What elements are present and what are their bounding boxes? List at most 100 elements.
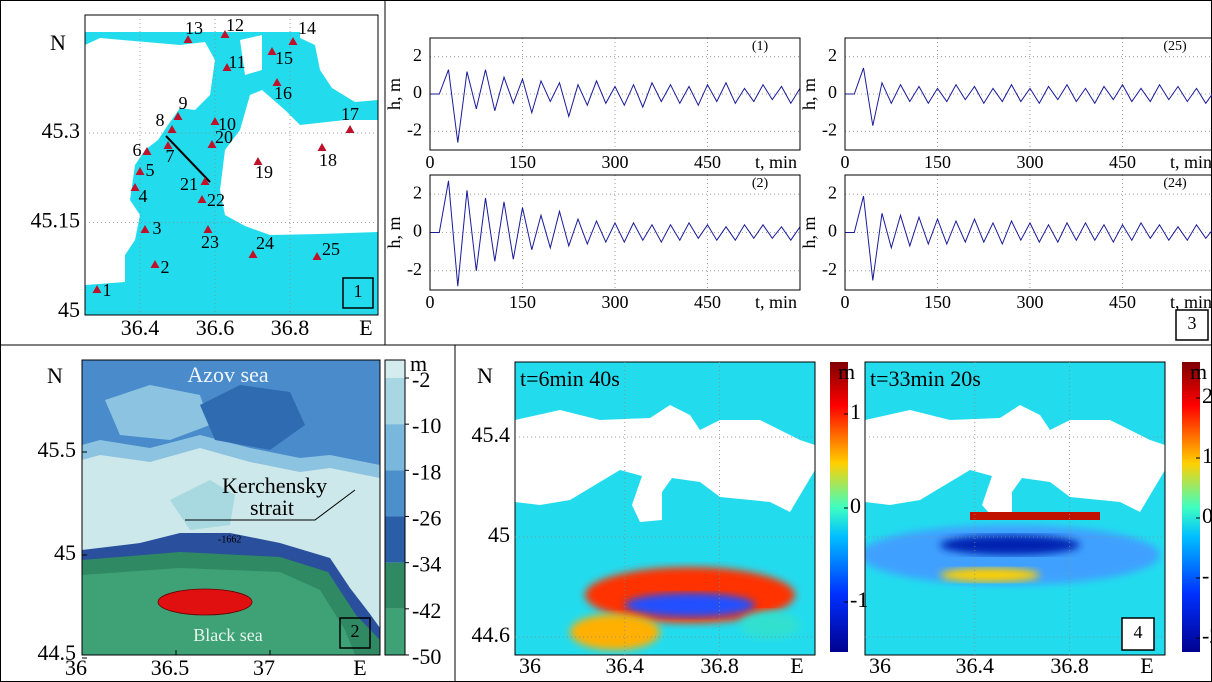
station-label: 9	[179, 93, 188, 113]
y-tick-label: 45	[58, 297, 80, 322]
x-tick-label: 0	[841, 152, 850, 172]
lon-label: E	[1140, 653, 1153, 678]
station-marker	[183, 35, 193, 43]
strait-label: strait	[250, 495, 294, 520]
plot-frame	[514, 361, 816, 656]
y-tick-label: 45.4	[472, 422, 511, 447]
colorbar	[830, 362, 848, 652]
series-line	[430, 180, 801, 287]
panel-number-box	[1121, 617, 1155, 651]
panel-4-map-b	[865, 362, 1165, 655]
station-marker	[210, 117, 220, 125]
station-marker	[345, 125, 355, 133]
colorbar	[1182, 362, 1200, 652]
colorbar-tick-label: 0	[850, 493, 861, 518]
station-marker	[288, 37, 298, 45]
station-label: 4	[139, 186, 148, 206]
station-label: 14	[298, 18, 316, 38]
series-line	[845, 67, 1212, 126]
station-marker	[135, 167, 145, 175]
map-title: t=6min 40s	[520, 366, 620, 391]
station-marker	[312, 252, 322, 260]
x-tick-label: 150	[924, 152, 951, 172]
panel-number-box	[342, 277, 374, 309]
panel-4: 36 36.4 36.8 44.6 45 45.4 Et=6min 40s m 1 0 -1 36 36…	[472, 359, 1212, 678]
panel-number: 4	[1134, 622, 1143, 642]
x-tick-label: 36.4	[956, 653, 995, 678]
x-tick-label: 450	[694, 152, 721, 172]
station-marker	[207, 140, 217, 148]
station-marker	[130, 183, 140, 191]
station-marker	[142, 147, 152, 155]
x-tick-label: 150	[924, 292, 951, 312]
strait-label: Kerchensky	[222, 473, 327, 498]
colorbar-tick-label: -34	[412, 552, 441, 577]
lon-label: E	[353, 655, 366, 680]
colorbar-band	[385, 360, 405, 378]
colorbar-frame	[384, 359, 406, 656]
station-label: 1	[103, 280, 112, 300]
colorbar-band	[385, 516, 405, 563]
x-tick-label: 36	[519, 653, 541, 678]
x-tick-label: 450	[1109, 292, 1136, 312]
y-tick-label: 0	[828, 82, 837, 102]
lat-label: N	[50, 30, 66, 55]
colorbar-tick-label: -1	[1202, 563, 1212, 588]
colorbar-unit: m	[1190, 359, 1207, 384]
panel-number-box	[1175, 309, 1209, 341]
x-tick-label: 36	[65, 655, 87, 680]
y-axis-label: h, m	[799, 78, 819, 110]
x-tick-label: 36.6	[196, 315, 235, 340]
station-label: 3	[153, 218, 162, 238]
panel-2-map	[81, 359, 381, 656]
plot-frame	[864, 361, 1166, 656]
x-tick-label: 0	[841, 292, 850, 312]
station-label: 8	[156, 110, 165, 130]
series-line	[430, 69, 801, 143]
panel-1-map	[84, 14, 379, 316]
x-tick-label: 36.4	[121, 315, 160, 340]
plot-frame	[429, 174, 801, 291]
station-label: 6	[133, 140, 142, 160]
panel-number: 3	[1188, 313, 1197, 333]
x-tick-label: 0	[426, 152, 435, 172]
colorbar-tick-label: 2	[1202, 383, 1212, 408]
y-tick-label: 45.5	[38, 437, 77, 462]
colorbar-tick-label: -42	[412, 598, 441, 623]
x-tick-label: 36.8	[271, 315, 310, 340]
x-tick-label: 150	[509, 292, 536, 312]
y-tick-label: -2	[822, 119, 837, 139]
colorbar-tick-label: -10	[412, 413, 441, 438]
colorbar-tick-label: -2	[1202, 623, 1212, 648]
y-tick-label: 2	[413, 182, 422, 202]
panel-number: 1	[354, 281, 363, 301]
station-marker	[222, 63, 232, 71]
colorbar-band	[385, 470, 405, 517]
y-tick-label: 2	[413, 45, 422, 65]
station-label: 24	[256, 233, 274, 253]
lon-label: E	[790, 653, 803, 678]
station-marker	[253, 157, 263, 165]
panel-number-box	[339, 617, 371, 649]
station-label: 5	[146, 160, 155, 180]
panel-2: 36 36.5 37 44.5 45 45.5 N E Azov sea Black sea Ker…	[38, 351, 442, 680]
station-marker	[248, 250, 258, 258]
station-label: 25	[322, 239, 340, 259]
y-axis-label: h, m	[799, 216, 819, 248]
station-label: 21	[180, 174, 198, 194]
station-label: 22	[207, 190, 225, 210]
y-tick-label: 44.5	[38, 640, 77, 665]
station-label: 19	[255, 162, 273, 182]
map-title: t=33min 20s	[870, 366, 981, 391]
station-label: 10	[218, 114, 236, 134]
lat-label: N	[47, 363, 63, 388]
plot-frame	[844, 37, 1212, 151]
colorbar-band	[385, 562, 405, 609]
colorbar-tick-label: -18	[412, 459, 441, 484]
sea-label: Black sea	[193, 625, 262, 645]
station-marker	[167, 125, 177, 133]
colorbar-tick-label: -26	[412, 506, 441, 531]
x-tick-label: 36.4	[606, 653, 645, 678]
